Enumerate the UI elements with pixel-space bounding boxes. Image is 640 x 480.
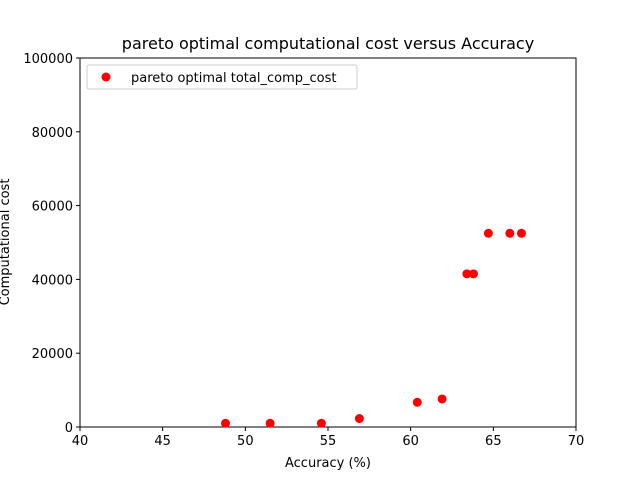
y-tick-label: 0 xyxy=(65,421,73,436)
x-tick-label: 70 xyxy=(568,434,585,449)
data-point xyxy=(316,418,326,428)
y-axis: 0 20000 40000 60000 80000 100000 xyxy=(23,52,80,436)
y-tick-label: 60000 xyxy=(32,200,73,215)
x-tick-label: 65 xyxy=(485,434,502,449)
data-point xyxy=(220,418,230,428)
data-point xyxy=(468,269,478,279)
legend-marker xyxy=(101,72,111,82)
y-tick-label: 40000 xyxy=(32,273,73,288)
x-tick-label: 55 xyxy=(320,434,337,449)
x-tick-label: 50 xyxy=(237,434,254,449)
x-tick-label: 40 xyxy=(72,434,89,449)
x-tick-label: 60 xyxy=(402,434,419,449)
y-tick-label: 20000 xyxy=(32,347,73,362)
y-axis-label: Computational cost xyxy=(0,179,13,306)
data-point xyxy=(483,228,493,238)
data-point xyxy=(462,269,472,279)
legend-label: pareto optimal total_comp_cost xyxy=(131,71,336,86)
data-points xyxy=(220,228,526,428)
data-point xyxy=(412,397,422,407)
data-point xyxy=(265,418,275,428)
x-axis: 40 45 50 55 60 65 70 xyxy=(72,427,585,449)
y-tick-label: 80000 xyxy=(32,126,73,141)
data-point xyxy=(505,228,515,238)
legend: pareto optimal total_comp_cost xyxy=(86,64,358,90)
legend-box xyxy=(86,64,358,90)
y-tick-label: 100000 xyxy=(23,52,73,67)
chart-title: pareto optimal computational cost versus… xyxy=(122,34,534,53)
data-point xyxy=(516,228,526,238)
data-point xyxy=(354,414,364,424)
x-axis-label: Accuracy (%) xyxy=(285,456,371,471)
x-tick-label: 45 xyxy=(154,434,171,449)
data-point xyxy=(437,394,447,404)
